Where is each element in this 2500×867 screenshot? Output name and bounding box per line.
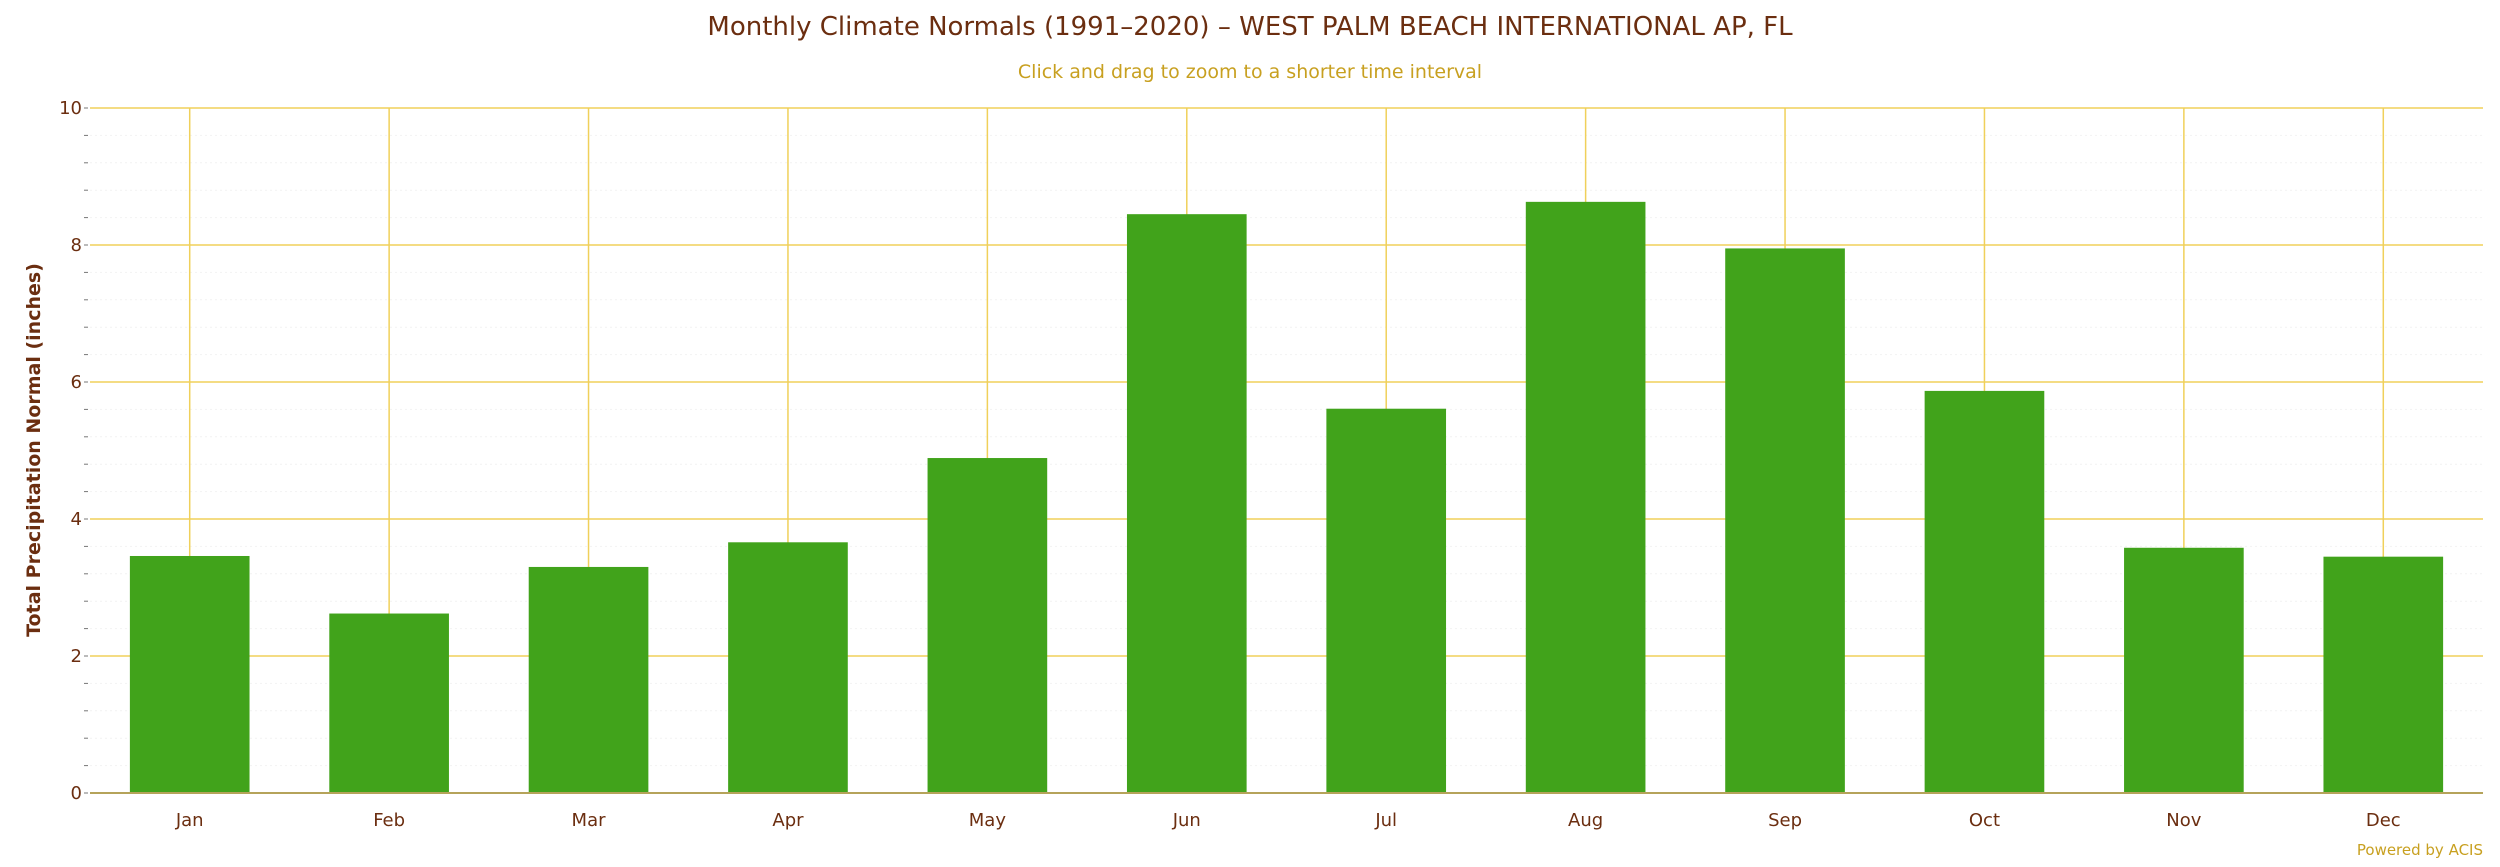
x-axis-ticks: Jan Feb Mar Apr May Jun Jul Aug Sep Oct Nov Dec — [175, 810, 2401, 831]
x-tick-label: Mar — [572, 810, 607, 831]
bar-apr[interactable] — [728, 542, 848, 793]
bar-nov[interactable] — [2124, 547, 2244, 793]
bar-feb[interactable] — [329, 613, 449, 793]
bar-may[interactable] — [927, 458, 1048, 793]
bar-sep[interactable] — [1725, 248, 1845, 794]
x-tick-label: Aug — [1568, 810, 1603, 831]
bar-dec[interactable] — [2323, 556, 2444, 793]
x-tick-label: Jul — [1374, 810, 1397, 831]
y-tick-label: 8 — [71, 235, 82, 256]
y-tick-label: 0 — [71, 783, 82, 804]
bar-jul[interactable] — [1326, 408, 1447, 793]
vertical-gridlines — [188, 108, 2385, 793]
y-tick-label: 4 — [71, 509, 82, 530]
x-tick-label: Oct — [1969, 810, 2000, 831]
y-tick-label: 10 — [59, 98, 82, 119]
bar-oct[interactable] — [1924, 390, 2045, 793]
chart-title: Monthly Climate Normals (1991–2020) – WE… — [707, 12, 1793, 42]
x-tick-label: Nov — [2166, 810, 2201, 831]
x-tick-label: Sep — [1768, 810, 1802, 831]
credit-link[interactable]: Powered by ACIS — [2357, 841, 2483, 859]
y-axis-ticks: 0 2 4 6 8 10 — [59, 98, 82, 804]
bar-mar[interactable] — [528, 566, 649, 793]
y-tick-label: 2 — [71, 646, 82, 667]
bar-jan[interactable] — [129, 555, 250, 793]
x-tick-label: May — [969, 810, 1007, 831]
x-tick-label: Dec — [2366, 810, 2401, 831]
y-tick-label: 6 — [71, 372, 82, 393]
bar-aug[interactable] — [1525, 201, 1646, 794]
chart-subtitle: Click and drag to zoom to a shorter time… — [1018, 61, 1482, 83]
x-tick-label: Apr — [772, 810, 804, 831]
bar-jun[interactable] — [1126, 214, 1247, 794]
x-tick-label: Jan — [175, 810, 204, 831]
x-tick-label: Jun — [1172, 810, 1201, 831]
y-axis-label: Total Precipitation Normal (inches) — [23, 263, 45, 637]
bar-series[interactable] — [129, 201, 2444, 794]
x-tick-label: Feb — [373, 810, 405, 831]
